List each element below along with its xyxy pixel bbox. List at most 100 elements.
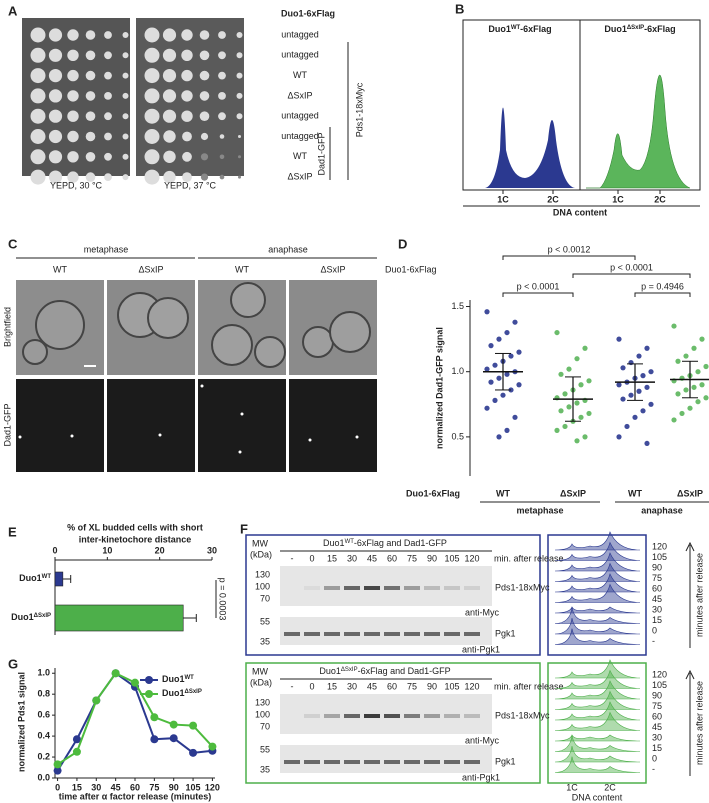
- band: [384, 632, 400, 636]
- dot: [496, 375, 502, 381]
- dot: [554, 427, 560, 433]
- band: [404, 586, 420, 590]
- dot: [675, 358, 681, 364]
- row-label: untagged: [281, 50, 319, 60]
- colony: [144, 108, 160, 124]
- marker-label: 55: [260, 616, 270, 626]
- lane-header: min. after release: [494, 553, 564, 563]
- mw-unit: (kDa): [250, 677, 272, 687]
- band: [404, 714, 420, 718]
- flow-histogram: [554, 573, 641, 593]
- flow-row-label: 90: [652, 690, 662, 700]
- dot: [508, 353, 514, 359]
- bracket: [572, 273, 691, 278]
- colony: [199, 30, 210, 40]
- lane-label: 45: [367, 553, 377, 563]
- dot: [512, 319, 518, 325]
- dot: [578, 382, 584, 388]
- flow-row-label: 0: [652, 625, 657, 635]
- colony: [48, 129, 63, 144]
- dot: [683, 387, 689, 393]
- colony: [182, 172, 192, 183]
- marker-label: 100: [255, 709, 270, 719]
- colony: [163, 150, 176, 163]
- dot: [554, 329, 560, 336]
- label-part: -6xFlag: [520, 24, 552, 34]
- colony: [104, 51, 112, 60]
- colony: [200, 173, 209, 181]
- y-tick-label: 0.2: [37, 751, 50, 761]
- legend-marker: [145, 676, 153, 684]
- dot: [562, 391, 568, 397]
- dot: [644, 384, 650, 390]
- colony: [181, 69, 193, 82]
- colony: [67, 29, 79, 41]
- colony: [85, 91, 96, 101]
- panel-letter: D: [398, 236, 407, 251]
- row-label: WT: [293, 70, 307, 80]
- marker-label: 100: [255, 581, 270, 591]
- colony: [30, 68, 46, 84]
- lane-label: 60: [387, 681, 397, 691]
- flow-row-label: 15: [652, 615, 662, 625]
- histogram-title: Duo1WT-6xFlag: [488, 24, 551, 34]
- lane-label: 105: [444, 553, 459, 563]
- p-value: p = 0.0003: [218, 578, 228, 621]
- lane-label: 15: [327, 681, 337, 691]
- dot: [492, 397, 498, 403]
- dot: [691, 345, 697, 351]
- dot: [644, 345, 650, 351]
- y-tick-label: 0.6: [37, 710, 50, 720]
- colony: [218, 92, 226, 100]
- flow-row-label: 30: [652, 732, 662, 742]
- dot: [616, 382, 622, 388]
- superscript: ΔSxIP: [627, 25, 644, 31]
- dot: [699, 382, 705, 388]
- mw-label: MW: [252, 666, 268, 676]
- colony: [163, 130, 176, 143]
- bracket: [502, 292, 574, 297]
- colony: [122, 174, 129, 181]
- bracket-label: Dad1-GFP: [316, 132, 326, 175]
- y-tick-label: 0.0: [37, 772, 50, 782]
- colony: [30, 169, 46, 185]
- lane-label: 0: [309, 681, 314, 691]
- antibody-label: anti-Myc: [465, 735, 500, 745]
- histogram: [470, 107, 575, 188]
- axis-label: DNA content: [553, 207, 607, 217]
- p-value: p < 0.0001: [610, 262, 653, 272]
- panel-letter: A: [8, 3, 18, 18]
- band: [404, 632, 420, 636]
- lane-label: 75: [407, 553, 417, 563]
- colony: [218, 31, 226, 39]
- dot: [582, 434, 588, 440]
- colony: [162, 48, 177, 62]
- dot: [624, 423, 630, 430]
- colony: [85, 152, 96, 162]
- flow-row-label: 15: [652, 743, 662, 753]
- flow-histogram: [554, 628, 641, 645]
- dot: [558, 371, 564, 377]
- dot: [695, 399, 701, 405]
- dot: [671, 323, 677, 329]
- lane-label: 90: [427, 681, 437, 691]
- label-part: -6xFlag and Dad1-GFP: [358, 666, 451, 676]
- colony: [48, 69, 63, 83]
- colony: [85, 70, 96, 81]
- superscript: ΔSxIP: [341, 667, 358, 673]
- flow-histogram: [554, 690, 641, 710]
- flow-histogram: [554, 552, 641, 572]
- x-tick-label: 0: [52, 545, 57, 555]
- marker-label: 35: [260, 636, 270, 646]
- band: [364, 760, 380, 764]
- colony: [30, 88, 46, 104]
- band: [304, 714, 320, 718]
- band-label: Pgk1: [495, 628, 516, 638]
- colony: [199, 70, 210, 81]
- marker-label: 35: [260, 764, 270, 774]
- colony: [104, 112, 112, 121]
- lane-label: 120: [464, 681, 479, 691]
- colony: [30, 108, 46, 124]
- dot: [671, 417, 677, 423]
- dot: [484, 405, 490, 411]
